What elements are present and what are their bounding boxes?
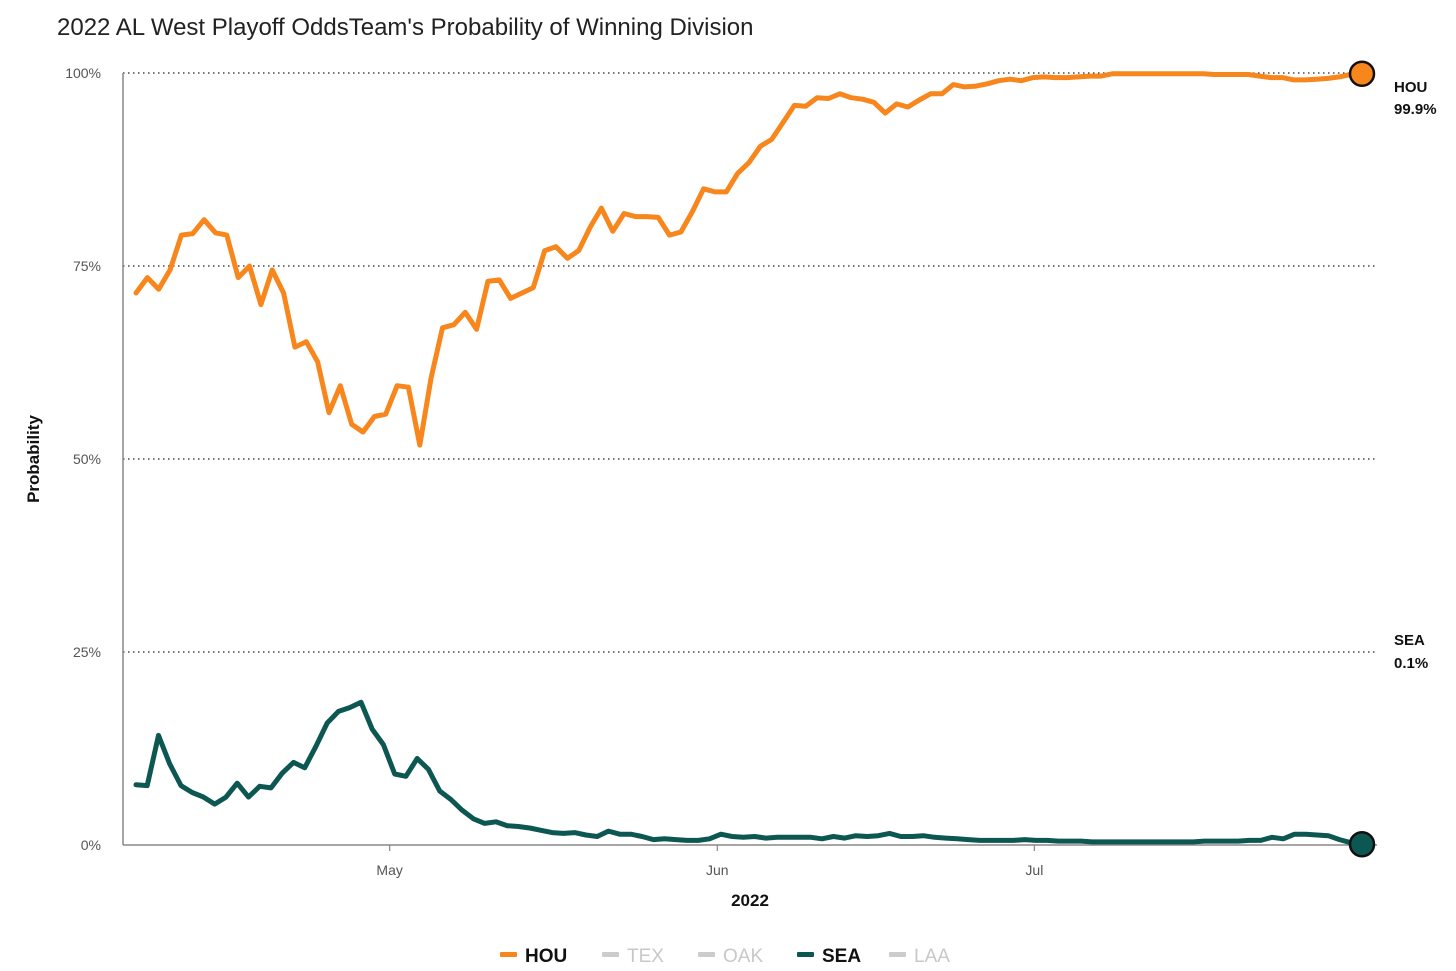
end-label-value-hou: 99.9% [1394, 101, 1437, 118]
end-label-value-sea: 0.1% [1394, 655, 1428, 672]
end-labels: HOU 99.9% SEA 0.1% [1394, 79, 1437, 672]
x-tick-label: Jun [706, 862, 729, 878]
legend-swatch [602, 952, 619, 957]
legend-label: LAA [914, 946, 950, 967]
x-tick-label: Jul [1025, 862, 1043, 878]
end-label-name-sea: SEA [1394, 632, 1425, 649]
end-marker-sea [1348, 830, 1376, 858]
legend: HOU TEX OAK SEA LAA [500, 946, 950, 967]
y-tick-labels: 0% 25% 50% 75% 100% [65, 65, 101, 853]
legend-swatch [698, 952, 715, 957]
x-tick-label: May [376, 862, 402, 878]
legend-label: OAK [723, 946, 763, 967]
legend-swatch [500, 952, 517, 957]
legend-swatch [797, 952, 814, 957]
legend-label: TEX [627, 946, 664, 967]
legend-label: HOU [525, 946, 567, 967]
y-tick-label: 100% [65, 65, 101, 81]
chart-title: 2022 AL West Playoff OddsTeam's Probabil… [57, 14, 754, 41]
axes [122, 73, 1377, 846]
series-lines [133, 60, 1376, 858]
legend-swatch [889, 952, 906, 957]
series-line-sea [133, 699, 1365, 847]
legend-item-hou[interactable]: HOU [500, 946, 567, 967]
y-tick-label: 25% [73, 644, 101, 660]
end-label-name-hou: HOU [1394, 79, 1427, 96]
x-axis-title: 2022 [731, 891, 769, 910]
y-tick-label: 50% [73, 451, 101, 467]
legend-item-oak[interactable]: OAK [698, 946, 763, 967]
legend-item-sea[interactable]: SEA [797, 946, 861, 967]
y-tick-label: 0% [81, 837, 101, 853]
series-line-hou [133, 71, 1365, 448]
legend-item-laa[interactable]: LAA [889, 946, 950, 967]
y-tick-label: 75% [73, 258, 101, 274]
x-tick-labels: May Jun Jul [376, 845, 1043, 878]
legend-label: SEA [822, 946, 861, 967]
end-marker-hou [1348, 60, 1376, 88]
y-axis-title: Probability [24, 415, 43, 503]
legend-item-tex[interactable]: TEX [602, 946, 664, 967]
